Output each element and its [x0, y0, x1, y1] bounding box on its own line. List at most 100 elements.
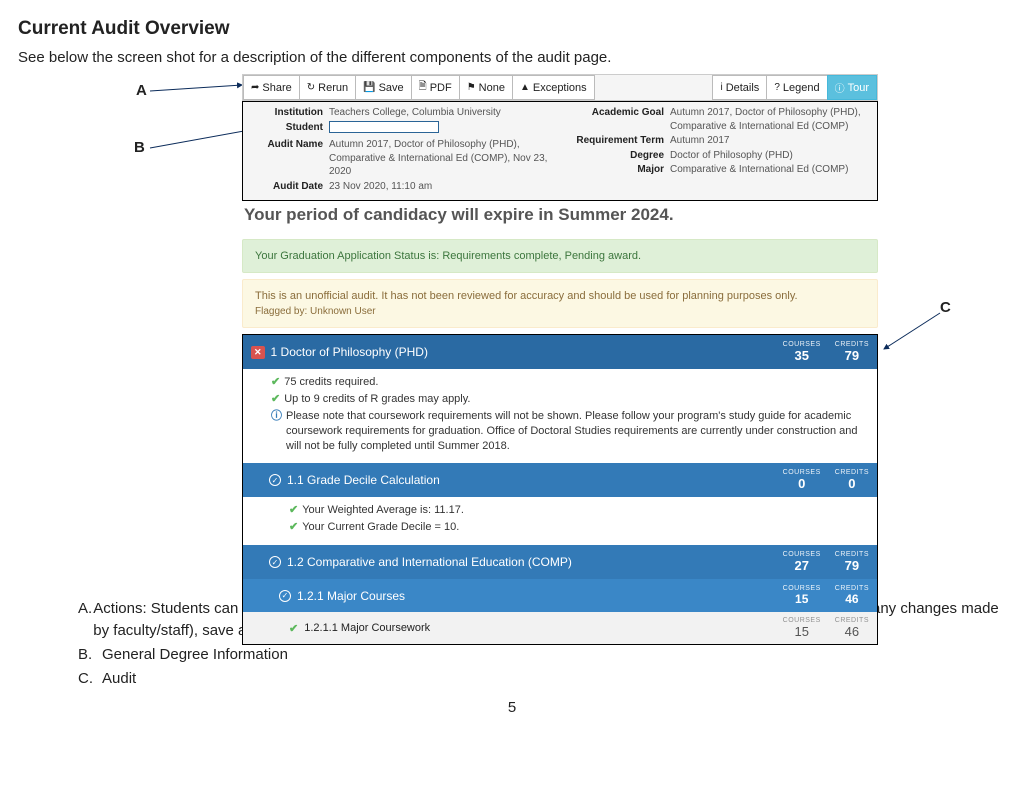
share-label: Share [262, 82, 291, 94]
pdf-icon: 🗎 [419, 79, 427, 96]
audit-row-121[interactable]: ✓1.2.1 Major Courses COURSES15 CREDITS46 [243, 579, 877, 612]
check-circle-icon: ✓ [279, 590, 291, 602]
warning-sub-text: Flagged by: Unknown User [255, 306, 865, 317]
flag-icon: ⚑ [467, 82, 476, 93]
audit-date-label: Audit Date [251, 180, 329, 194]
audit-name-label: Audit Name [251, 138, 329, 179]
pdf-label: PDF [430, 82, 452, 94]
check-circle-icon: ✓ [269, 556, 281, 568]
row12-courses: 27 [783, 558, 821, 573]
audit-name-value: Autumn 2017, Doctor of Philosophy (PHD),… [329, 138, 560, 179]
tour-button[interactable]: ⓘTour [827, 75, 877, 100]
rerun-label: Rerun [318, 82, 348, 94]
row11-bullet2: Your Current Grade Decile = 10. [302, 520, 459, 535]
audit-row-11-title: 1.1 Grade Decile Calculation [287, 473, 440, 487]
warning-icon: ▲ [520, 82, 530, 93]
major-value: Comparative & International Ed (COMP) [670, 163, 869, 177]
audit-row-121-title: 1.2.1 Major Courses [297, 589, 405, 603]
credits-header: CREDITS [835, 341, 869, 348]
goal-label: Academic Goal [560, 106, 670, 133]
legend-button[interactable]: ?Legend [766, 75, 827, 100]
major-label: Major [560, 163, 670, 177]
desc-b-text: General Degree Information [102, 644, 288, 666]
details-button[interactable]: i Details [712, 75, 767, 100]
term-value: Autumn 2017 [670, 134, 869, 148]
row121-courses: 15 [783, 592, 821, 606]
audit-row-1211-title: 1.2.1.1 Major Coursework [304, 622, 430, 634]
check-icon: ✔ [289, 503, 298, 518]
check-icon: ✔ [289, 520, 298, 535]
courses-header: COURSES [783, 341, 821, 348]
check-icon: ✔ [271, 375, 280, 390]
student-value-redacted [329, 121, 439, 133]
row1-credits: 79 [835, 348, 869, 363]
degree-info-block: InstitutionTeachers College, Columbia Un… [242, 101, 878, 201]
grad-status-alert: Your Graduation Application Status is: R… [242, 239, 878, 273]
screenshot-region: ➦Share ↻Rerun 💾 Save 🗎PDF ⚑None ▲Exceptio… [242, 74, 878, 645]
row1-bullet2: Up to 9 credits of R grades may apply. [284, 392, 470, 407]
row1-bullet1: 75 credits required. [284, 375, 378, 390]
share-icon: ➦ [251, 82, 259, 93]
info-icon: ⓘ [271, 409, 282, 454]
save-icon: 💾 [363, 82, 375, 93]
desc-b-letter: B. [78, 644, 102, 666]
check-icon: ✔ [289, 622, 298, 635]
desc-c-letter: C. [78, 668, 102, 690]
candidacy-notice: Your period of candidacy will expire in … [242, 201, 878, 233]
action-toolbar: ➦Share ↻Rerun 💾 Save 🗎PDF ⚑None ▲Exceptio… [242, 74, 878, 101]
audit-row-11[interactable]: ✓1.1 Grade Decile Calculation COURSES0 C… [243, 463, 877, 497]
institution-value: Teachers College, Columbia University [329, 106, 560, 120]
degree-value: Doctor of Philosophy (PHD) [670, 149, 869, 163]
rerun-icon: ↻ [307, 82, 315, 93]
desc-c-text: Audit [102, 668, 136, 690]
tour-label: Tour [848, 82, 869, 94]
save-button[interactable]: 💾 Save [356, 76, 412, 99]
degree-label: Degree [560, 149, 670, 163]
tour-icon: ⓘ [835, 80, 845, 95]
none-label: None [479, 82, 505, 94]
page-title: Current Audit Overview [18, 18, 1006, 40]
audit-row-12-title: 1.2 Comparative and International Educat… [287, 555, 572, 569]
check-icon: ✔ [271, 392, 280, 407]
unofficial-warning: This is an unofficial audit. It has not … [242, 279, 878, 328]
row11-bullet1: Your Weighted Average is: 11.17. [302, 503, 464, 518]
warning-main-text: This is an unofficial audit. It has not … [255, 290, 865, 302]
status-x-icon: ✕ [251, 346, 265, 359]
legend-label: Legend [783, 82, 820, 94]
page-number: 5 [18, 699, 1006, 716]
row1211-courses: 15 [783, 624, 821, 639]
row11-courses: 0 [783, 476, 821, 491]
check-circle-icon: ✓ [269, 474, 281, 486]
none-button[interactable]: ⚑None [460, 76, 513, 99]
intro-text: See below the screen shot for a descript… [18, 48, 778, 68]
audit-row-1-title: 1 Doctor of Philosophy (PHD) [271, 345, 428, 359]
exceptions-button[interactable]: ▲Exceptions [513, 76, 594, 99]
row1-courses: 35 [783, 348, 821, 363]
pdf-button[interactable]: 🗎PDF [412, 76, 460, 99]
details-label: Details [726, 82, 760, 94]
row1-bullet3: Please note that coursework requirements… [286, 409, 867, 454]
annotation-b-label: B [134, 139, 145, 156]
audit-row-12[interactable]: ✓ 1.2 Comparative and International Educa… [243, 545, 877, 579]
goal-value: Autumn 2017, Doctor of Philosophy (PHD),… [670, 106, 869, 133]
desc-a-letter: A. [78, 598, 93, 642]
annotation-a-label: A [136, 82, 147, 99]
row121-credits: 46 [835, 592, 869, 606]
audit-panel: ✕1 Doctor of Philosophy (PHD) COURSES35 … [242, 334, 878, 645]
student-label: Student [251, 121, 329, 138]
audit-row-1[interactable]: ✕1 Doctor of Philosophy (PHD) COURSES35 … [243, 335, 877, 369]
row1211-credits: 46 [835, 624, 869, 639]
share-button[interactable]: ➦Share [244, 76, 300, 99]
audit-row-1211[interactable]: ✔1.2.1.1 Major Coursework COURSES15 CRED… [243, 612, 877, 644]
info-icon: i [720, 82, 722, 93]
annotation-a-arrow [150, 82, 246, 100]
save-label: Save [379, 82, 404, 94]
audit-date-value: 23 Nov 2020, 11:10 am [329, 180, 560, 194]
rerun-button[interactable]: ↻Rerun [300, 76, 356, 99]
institution-label: Institution [251, 106, 329, 120]
row12-credits: 79 [835, 558, 869, 573]
exceptions-label: Exceptions [533, 82, 587, 94]
annotation-c-arrow [880, 309, 944, 353]
term-label: Requirement Term [560, 134, 670, 148]
question-icon: ? [774, 82, 780, 93]
